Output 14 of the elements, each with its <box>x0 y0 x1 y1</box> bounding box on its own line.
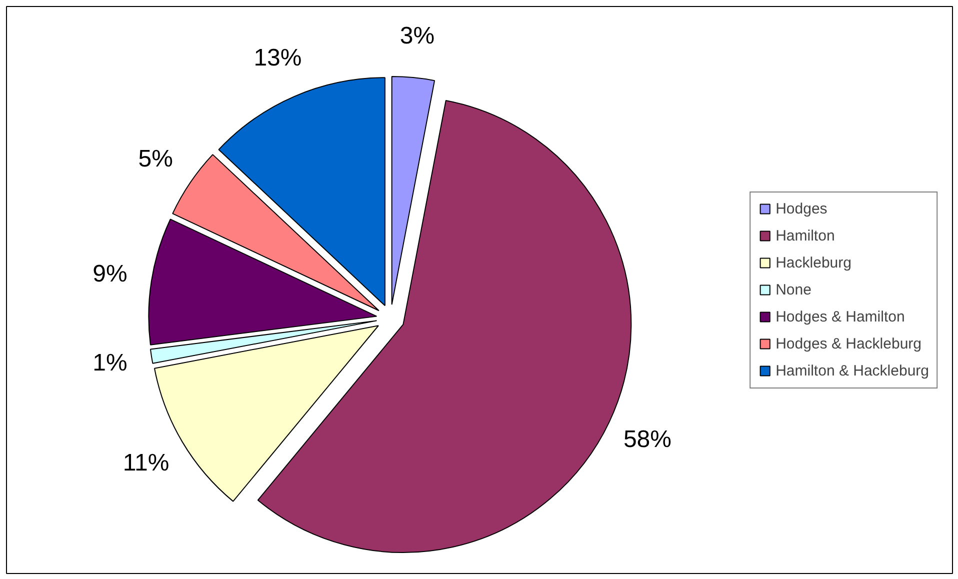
legend-label: Hamilton <box>776 227 835 244</box>
legend-label: Hodges <box>776 200 828 217</box>
legend-label: None <box>776 281 812 298</box>
data-label: 5% <box>138 145 173 172</box>
legend-label: Hodges & Hamilton <box>776 308 905 325</box>
data-label: 3% <box>400 22 435 50</box>
legend-label: Hodges & Hackleburg <box>776 335 922 352</box>
legend-label: Hamilton & Hackleburg <box>776 362 929 379</box>
data-label: 1% <box>92 349 128 376</box>
data-label: 13% <box>254 44 302 72</box>
legend-label: Hackleburg <box>776 254 852 271</box>
data-label: 58% <box>623 426 672 453</box>
data-label: 11% <box>122 450 170 477</box>
data-label: 9% <box>92 260 128 288</box>
